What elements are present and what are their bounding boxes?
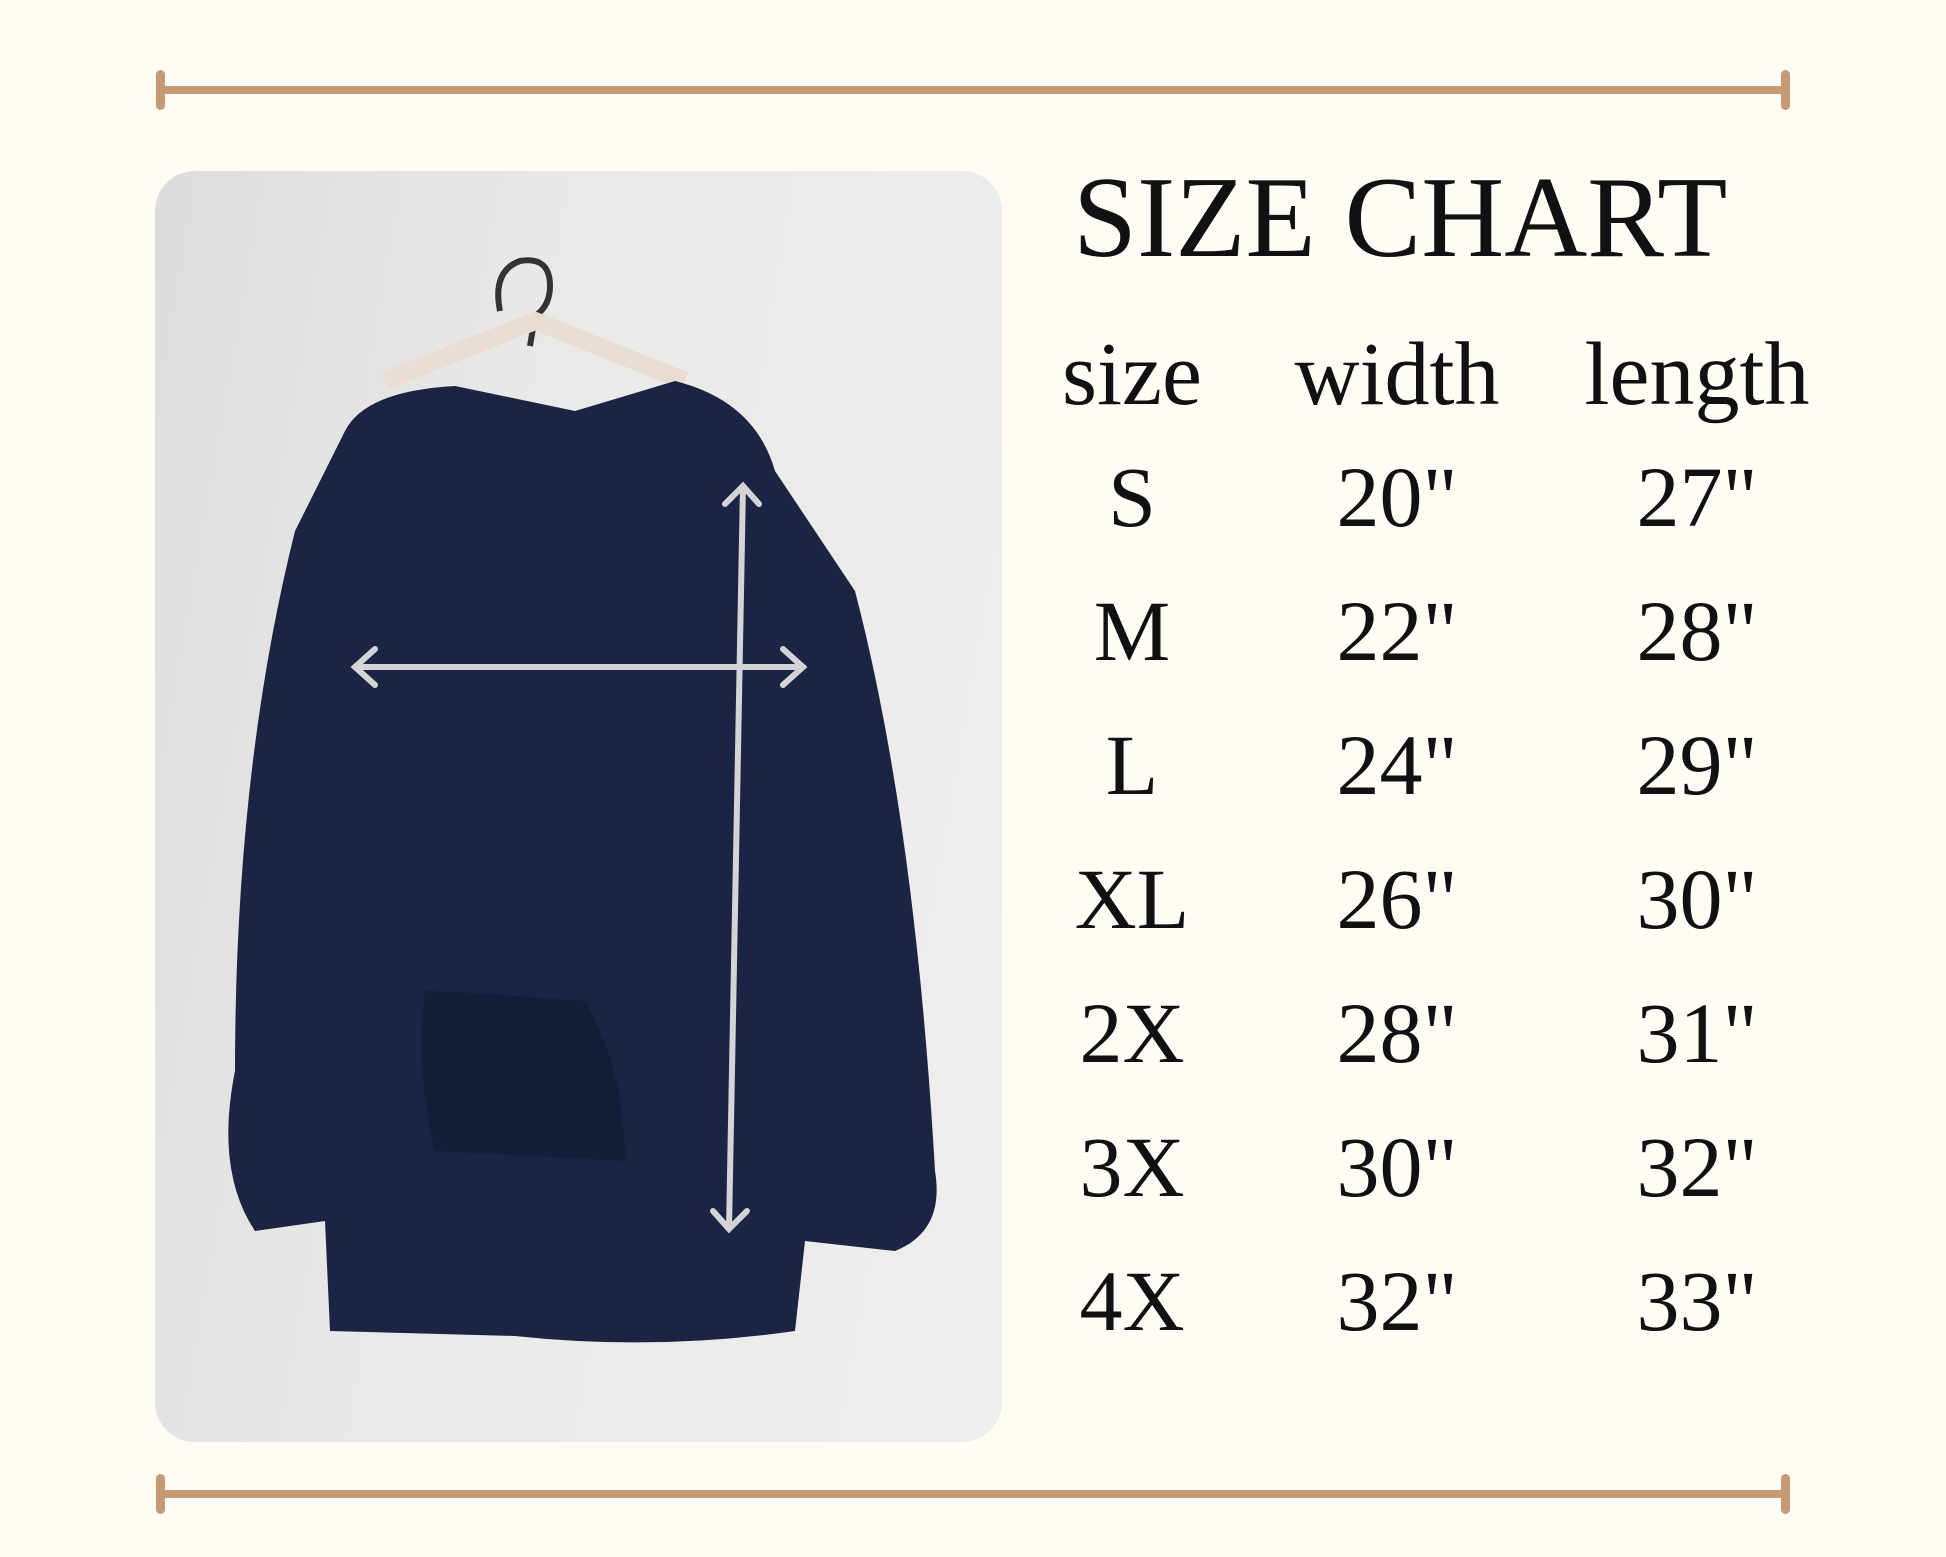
- cell-width: 24": [1336, 717, 1458, 813]
- cell-width: 30": [1336, 1119, 1458, 1215]
- top-divider: [156, 70, 1790, 110]
- size-table: size width length S 20" 27" M 22" 28" L 24" 29" X…: [1017, 320, 1847, 1368]
- cell-length: 32": [1636, 1119, 1758, 1215]
- cell-length: 28": [1636, 583, 1758, 679]
- cell-length: 31": [1636, 985, 1758, 1081]
- cell-size: XL: [1074, 851, 1190, 947]
- cell-size: L: [1105, 717, 1159, 813]
- cell-length: 27": [1636, 449, 1758, 545]
- cell-size: M: [1093, 583, 1171, 679]
- cell-size: S: [1108, 449, 1156, 545]
- cell-size: 2X: [1079, 985, 1185, 1081]
- width-arrow-icon: [350, 646, 808, 688]
- table-row: 3X 30" 32": [1017, 1100, 1847, 1234]
- cell-width: 32": [1336, 1253, 1458, 1349]
- cell-size: 3X: [1079, 1119, 1185, 1215]
- page-title: SIZE CHART: [1073, 154, 1728, 281]
- cell-width: 20": [1336, 449, 1458, 545]
- table-row: L 24" 29": [1017, 698, 1847, 832]
- table-body: S 20" 27" M 22" 28" L 24" 29" XL 26" 30" 2X 28" 31" 3X 3…: [1017, 430, 1847, 1368]
- table-row: M 22" 28": [1017, 564, 1847, 698]
- cell-width: 28": [1336, 985, 1458, 1081]
- header-width: width: [1294, 325, 1500, 424]
- table-row: 4X 32" 33": [1017, 1234, 1847, 1368]
- cell-width: 22": [1336, 583, 1458, 679]
- table-row: 2X 28" 31": [1017, 966, 1847, 1100]
- table-row: XL 26" 30": [1017, 832, 1847, 966]
- cell-length: 29": [1636, 717, 1758, 813]
- header-size: size: [1062, 325, 1202, 424]
- table-row: S 20" 27": [1017, 430, 1847, 564]
- table-header: size width length: [1017, 320, 1847, 430]
- cell-size: 4X: [1079, 1253, 1185, 1349]
- cell-width: 26": [1336, 851, 1458, 947]
- cell-length: 33": [1636, 1253, 1758, 1349]
- length-arrow-icon: [710, 481, 762, 1234]
- hoodie-photo: [155, 171, 1002, 1442]
- bottom-divider: [156, 1474, 1790, 1514]
- header-length: length: [1584, 325, 1810, 424]
- cell-length: 30": [1636, 851, 1758, 947]
